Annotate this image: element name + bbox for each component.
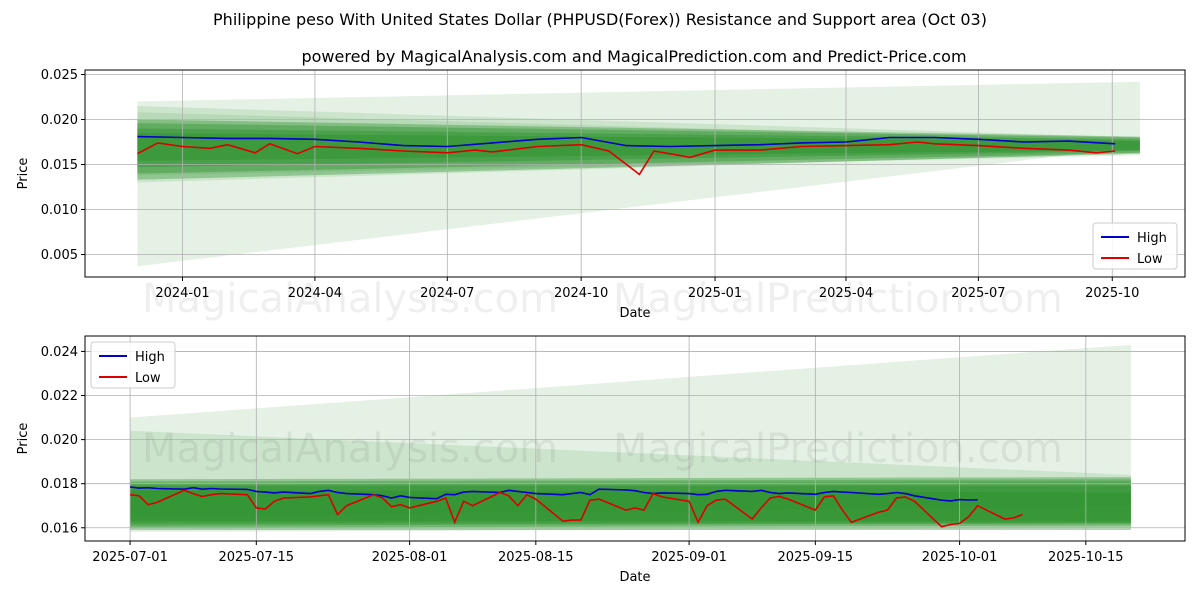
x-tick-label: 2025-10 xyxy=(1085,286,1139,301)
x-tick-label: 2024-01 xyxy=(155,286,209,301)
y-tick-label: 0.015 xyxy=(41,158,78,173)
legend-box xyxy=(90,341,176,389)
x-tick-label: 2025-10-01 xyxy=(922,550,998,565)
x-tick-label: 2025-07-01 xyxy=(92,550,168,565)
x-tick-label: 2025-09-15 xyxy=(778,550,854,565)
band-dark-6 xyxy=(137,133,1140,161)
band-light-2 xyxy=(137,112,1140,176)
band-dark-4 xyxy=(130,481,1131,526)
x-tick-label: 2024-04 xyxy=(288,286,342,301)
y-tick-label: 0.024 xyxy=(41,345,78,360)
band-dark-4 xyxy=(137,123,1140,174)
legend-box xyxy=(1092,222,1178,270)
series-line-high xyxy=(137,135,1116,148)
y-tick-label: 0.010 xyxy=(41,203,78,218)
band-light-1 xyxy=(137,106,1140,183)
watermark-text: MagicalAnalysis.com xyxy=(142,426,558,472)
y-tick-label: 0.022 xyxy=(41,389,78,404)
legend-label-high: High xyxy=(135,350,165,365)
y-tick-label: 0.025 xyxy=(41,68,78,83)
band-light-1 xyxy=(130,430,1131,533)
bottom-chart: MagicalAnalysis.com MagicalPrediction.com… xyxy=(16,335,1186,585)
series-line-low xyxy=(130,489,1023,528)
chart-subtitle: powered by MagicalAnalysis.com and Magic… xyxy=(301,47,966,66)
top-chart: MagicalAnalysis.com MagicalPrediction.com… xyxy=(16,68,1186,322)
y-axis-label: Price xyxy=(16,423,31,455)
x-tick-label: 2025-07-15 xyxy=(219,550,295,565)
band-dark-6 xyxy=(130,490,1131,522)
watermark-text: MagicalPrediction.com xyxy=(613,276,1063,322)
legend: High Low xyxy=(1092,222,1178,270)
x-tick-label: 2024-07 xyxy=(420,286,474,301)
x-tick-label: 2025-08-01 xyxy=(372,550,448,565)
y-tick-label: 0.018 xyxy=(41,477,78,492)
y-tick-label: 0.020 xyxy=(41,433,78,448)
legend: High Low xyxy=(90,341,176,389)
y-tick-label: 0.016 xyxy=(41,521,78,536)
axes-frame xyxy=(84,335,1186,542)
band-light-0 xyxy=(130,344,1131,517)
plot-area xyxy=(85,70,1185,277)
x-tick-label: 2025-08-15 xyxy=(498,550,574,565)
x-tick-label: 2025-04 xyxy=(819,286,873,301)
x-axis-label: Date xyxy=(619,306,650,321)
x-tick-label: 2025-09-01 xyxy=(651,550,727,565)
watermark-text: MagicalAnalysis.com xyxy=(142,276,558,322)
y-axis-label: Price xyxy=(16,158,31,190)
x-tick-label: 2025-07 xyxy=(951,286,1005,301)
x-tick-label: 2025-01 xyxy=(688,286,742,301)
y-tick-label: 0.005 xyxy=(41,248,78,263)
legend-label-high: High xyxy=(1137,231,1167,246)
series-line-low xyxy=(137,141,1116,176)
plot-area xyxy=(85,336,1185,541)
x-tick-label: 2025-10-15 xyxy=(1048,550,1124,565)
series-line-high xyxy=(130,486,978,502)
y-tick-label: 0.020 xyxy=(41,113,78,128)
chart-title: Philippine peso With United States Dolla… xyxy=(213,10,987,29)
legend-label-low: Low xyxy=(135,371,161,386)
x-tick-label: 2024-10 xyxy=(554,286,608,301)
axes-frame xyxy=(84,69,1186,278)
band-dark-3 xyxy=(130,479,1131,528)
band-dark-2 xyxy=(130,477,1131,530)
watermark-text: MagicalPrediction.com xyxy=(613,426,1063,472)
x-axis-label: Date xyxy=(619,570,650,585)
legend-label-low: Low xyxy=(1137,252,1163,267)
